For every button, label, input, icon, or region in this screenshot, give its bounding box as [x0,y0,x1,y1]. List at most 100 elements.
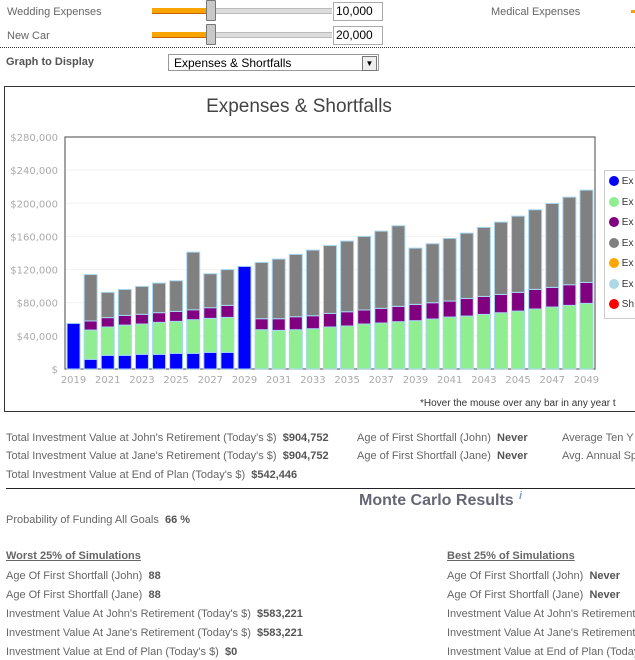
x-tick-label: 2031 [266,375,291,386]
legend-dot-icon [609,176,619,187]
medical-expenses-label: Medical Expenses [491,6,581,18]
legend-item[interactable]: Sh [609,299,634,310]
bar-segment-2035 [340,325,355,370]
car-slider-thumb[interactable] [205,24,216,45]
bar-segment-2027 [203,351,218,370]
bar-segment-2038 [391,305,406,323]
worst-row: Age Of First Shortfall (John) 88 [6,570,161,582]
row-label: Investment Value At John's Retirement (T… [6,608,251,620]
bar-segment-2028 [220,269,235,306]
bar-segment-2023 [134,353,149,370]
wedding-expenses-input[interactable]: 10,000 [333,2,383,21]
bar-segment-2028 [220,304,235,318]
legend-label: Ex [621,217,634,228]
legend-label: Ex [621,258,634,269]
bar-segment-2022 [117,354,132,370]
bar-segment-2045 [511,291,526,312]
x-tick-label: 2019 [61,375,86,386]
row-label: Investment Value At Jane's Retirement [447,627,635,639]
x-tick-label: 2049 [574,375,599,386]
best-heading: Best 25% of Simulations [447,550,575,562]
bar-segment-2040 [425,243,440,304]
bar-segment-2034 [323,326,337,370]
bar-segment-2033 [305,328,320,370]
wedding-expenses-slider[interactable] [152,0,332,21]
bar-segment-2047 [545,286,560,308]
bar-segment-2026 [186,251,201,311]
y-tick-label: $160,000 [10,232,58,243]
bar-segment-2043 [476,313,491,370]
bar-segment-2020 [83,274,98,322]
row-label: Investment Value At John's Retirement [447,608,635,620]
x-tick-label: 2035 [334,375,359,386]
jane-retirement-value: $904,752 [282,450,329,462]
legend-label: Ex [621,196,634,208]
bar-segment-2044 [493,312,508,370]
legend-item[interactable]: Ex [609,238,633,249]
x-tick-label: 2045 [505,375,530,386]
legend-dot-icon [609,217,619,228]
legend-item[interactable]: Ex [609,258,633,269]
probability-value: 66 % [165,514,191,526]
graph-select[interactable]: Expenses & Shortfalls ▼ [168,54,379,71]
shortfall-jane-value: Never [497,450,528,462]
x-tick-label: 2037 [369,375,394,386]
bar-segment-2021 [100,326,115,356]
chart-panel [4,86,635,412]
worst-heading: Worst 25% of Simulations [6,550,141,562]
bar-segment-2028 [220,351,235,370]
bar-segment-2038 [391,225,406,307]
bar-segment-2046 [528,209,543,290]
bar-segment-2022 [117,324,132,356]
average-ten-year-label: Average Ten Y [562,432,634,444]
legend-item[interactable]: Ex [609,217,633,228]
bar-segment-2047 [545,306,560,370]
bar-segment-2041 [442,316,457,370]
worst-row: Age Of First Shortfall (Jane) 88 [6,589,161,601]
expenses-shortfalls-chart: $ $40,000 $80,000 $120,000 $160,000 $200,000 $… [10,133,599,386]
bar-segment-2039 [408,247,423,305]
wedding-slider-fill [152,8,210,14]
bar-segment-2049 [579,302,594,370]
legend-dot-icon [609,299,619,310]
best-row: Age Of First Shortfall (Jane) Never [447,589,620,601]
legend-item[interactable]: Ex [609,176,633,187]
graph-select-value: Expenses & Shortfalls [174,56,292,70]
bar-segment-2027 [203,273,218,309]
end-of-plan-value: $542,446 [251,469,298,481]
row-value: $583,221 [257,608,303,620]
new-car-input[interactable]: 20,000 [333,26,383,45]
bar-segment-2032 [288,316,303,331]
x-tick-label: 2025 [163,375,188,386]
bar-segment-2035 [340,240,355,313]
bar-segment-2040 [425,318,440,370]
row-label: Investment Value at End of Plan (Today [447,646,635,658]
bar-segment-2037 [374,322,389,370]
bar-segment-2025 [169,310,184,322]
shortfall-jane-label: Age of First Shortfall (Jane) [357,450,491,462]
row-label: Age Of First Shortfall (John) [447,570,584,582]
chevron-down-icon[interactable]: ▼ [362,56,377,71]
medical-expenses-slider[interactable] [631,10,635,13]
bar-segment-2043 [476,226,491,297]
row-value: $0 [224,646,238,658]
row-value: Never [589,589,621,601]
divider [0,47,635,48]
new-car-slider[interactable] [152,24,332,45]
legend-item[interactable]: Ex [609,197,633,208]
x-tick-label: 2027 [198,375,223,386]
bar-segment-2023 [134,313,149,325]
bar-segment-2024 [152,353,167,370]
bar-segment-2025 [169,280,184,312]
legend-label: Ex [621,176,634,187]
bar-segment-2030 [254,318,269,331]
info-icon[interactable]: i [519,490,523,502]
bar-segment-2036 [357,309,372,325]
bar-segment-2040 [425,302,440,320]
legend-dot-icon [609,278,619,289]
wedding-slider-thumb[interactable] [205,0,216,21]
best-row: Age Of First Shortfall (John) Never [447,570,620,582]
x-tick-label: 2043 [471,375,496,386]
legend-item[interactable]: Ex [609,279,633,290]
bar-segment-2046 [528,288,543,310]
